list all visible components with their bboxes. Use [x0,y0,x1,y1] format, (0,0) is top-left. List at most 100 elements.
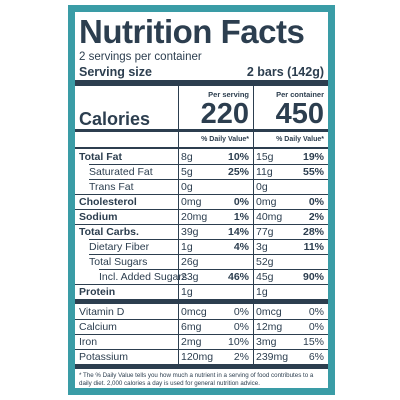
daily-value: 90% [302,271,324,283]
amount: 0g [256,181,268,193]
rule [75,349,328,350]
amount: 0mg [181,196,202,208]
amount: 2mg [181,336,202,348]
rule [75,334,328,335]
daily-value: 0% [308,196,324,208]
daily-value: 6% [308,351,324,363]
nutrient-name: Total Fat [79,151,122,163]
rule [75,147,328,149]
daily-value: 0% [233,321,249,333]
column-rule [178,304,179,364]
rule [75,209,328,210]
amount: 239mg [256,351,289,363]
amount: 77g [256,226,274,238]
amount: 0g [181,181,193,193]
daily-value: 2% [308,211,324,223]
nutrient-name: Total Carbs. [79,226,139,238]
daily-value: 4% [233,241,249,253]
amount: 40mg [256,211,283,223]
amount: 1g [256,286,268,298]
daily-value: 0% [308,321,324,333]
amount: 0mcg [256,306,282,318]
rule [75,129,328,132]
amount: 1g [181,241,193,253]
amount: 26g [181,256,199,268]
amount: 11g [256,166,273,178]
nutrient-name: Total Sugars [89,256,148,268]
daily-value: 2% [233,351,249,363]
amount: 6mg [181,321,202,333]
daily-value: 19% [302,151,324,163]
amount: 45g [256,271,274,283]
amount: 39g [181,226,199,238]
title: Nutrition Facts [79,13,305,50]
rule [75,299,328,304]
nutrient-name: Calcium [79,321,117,333]
nutrient-name: Cholesterol [79,196,137,208]
amount: 52g [256,256,274,268]
nutrient-name: Protein [79,286,116,298]
amount: 1g [181,286,193,298]
rule [75,319,328,320]
column-rule [253,86,254,149]
column-rule [253,149,254,299]
amount: 12mg [256,321,283,333]
daily-value: 25% [227,166,249,178]
calories-value: 450 [275,98,324,130]
serving-size-value: 2 bars (142g) [246,65,324,79]
dv-header: % Daily Value* [201,136,249,143]
rule [75,194,328,195]
nutrition-label: Nutrition Facts 2 servings per container S… [68,5,335,395]
serving-size-label: Serving size [79,65,152,79]
nutrient-name: Vitamin D [79,306,125,318]
nutrient-name: Sodium [79,211,118,223]
dv-header: % Daily Value* [276,136,324,143]
daily-value: 10% [227,151,249,163]
calories-value: 220 [200,98,249,130]
nutrient-name: Incl. Added Sugars [99,271,188,283]
column-header: Per serving [208,90,249,99]
daily-value: 11% [303,241,324,253]
amount: 5g [181,166,193,178]
nutrient-name: Trans Fat [89,181,134,193]
rule [75,80,328,86]
column-rule [178,86,179,149]
amount: 15g [256,151,274,163]
rule [75,364,328,369]
footnote: * The % Daily Value tells you how much a… [79,372,314,387]
daily-value: 0% [233,306,249,318]
nutrient-name: Iron [79,336,98,348]
daily-value: 28% [302,226,324,238]
nutrient-name: Saturated Fat [89,166,153,178]
rule [89,254,328,255]
amount: 3mg [256,336,277,348]
rule [89,164,328,165]
daily-value: 10% [227,336,249,348]
column-rule [178,149,179,299]
rule [89,179,328,180]
daily-value: 1% [233,211,249,223]
amount: 23g [181,271,199,283]
amount: 3g [256,241,268,253]
servings: 2 servings per container [79,51,202,63]
column-rule [253,304,254,364]
daily-value: 14% [227,226,249,238]
amount: 8g [181,151,193,163]
amount: 120mg [181,351,214,363]
rule [75,284,328,285]
rule [89,239,328,240]
daily-value: 0% [233,196,249,208]
column-header: Per container [276,90,324,99]
nutrient-name: Potassium [79,351,129,363]
daily-value: 15% [302,336,324,348]
amount: 0mcg [181,306,207,318]
amount: 20mg [181,211,208,223]
amount: 0mg [256,196,277,208]
rule [99,269,328,270]
nutrient-name: Dietary Fiber [89,241,150,253]
rule [75,224,328,225]
daily-value: 46% [227,271,249,283]
daily-value: 0% [308,306,324,318]
daily-value: 55% [302,166,324,178]
